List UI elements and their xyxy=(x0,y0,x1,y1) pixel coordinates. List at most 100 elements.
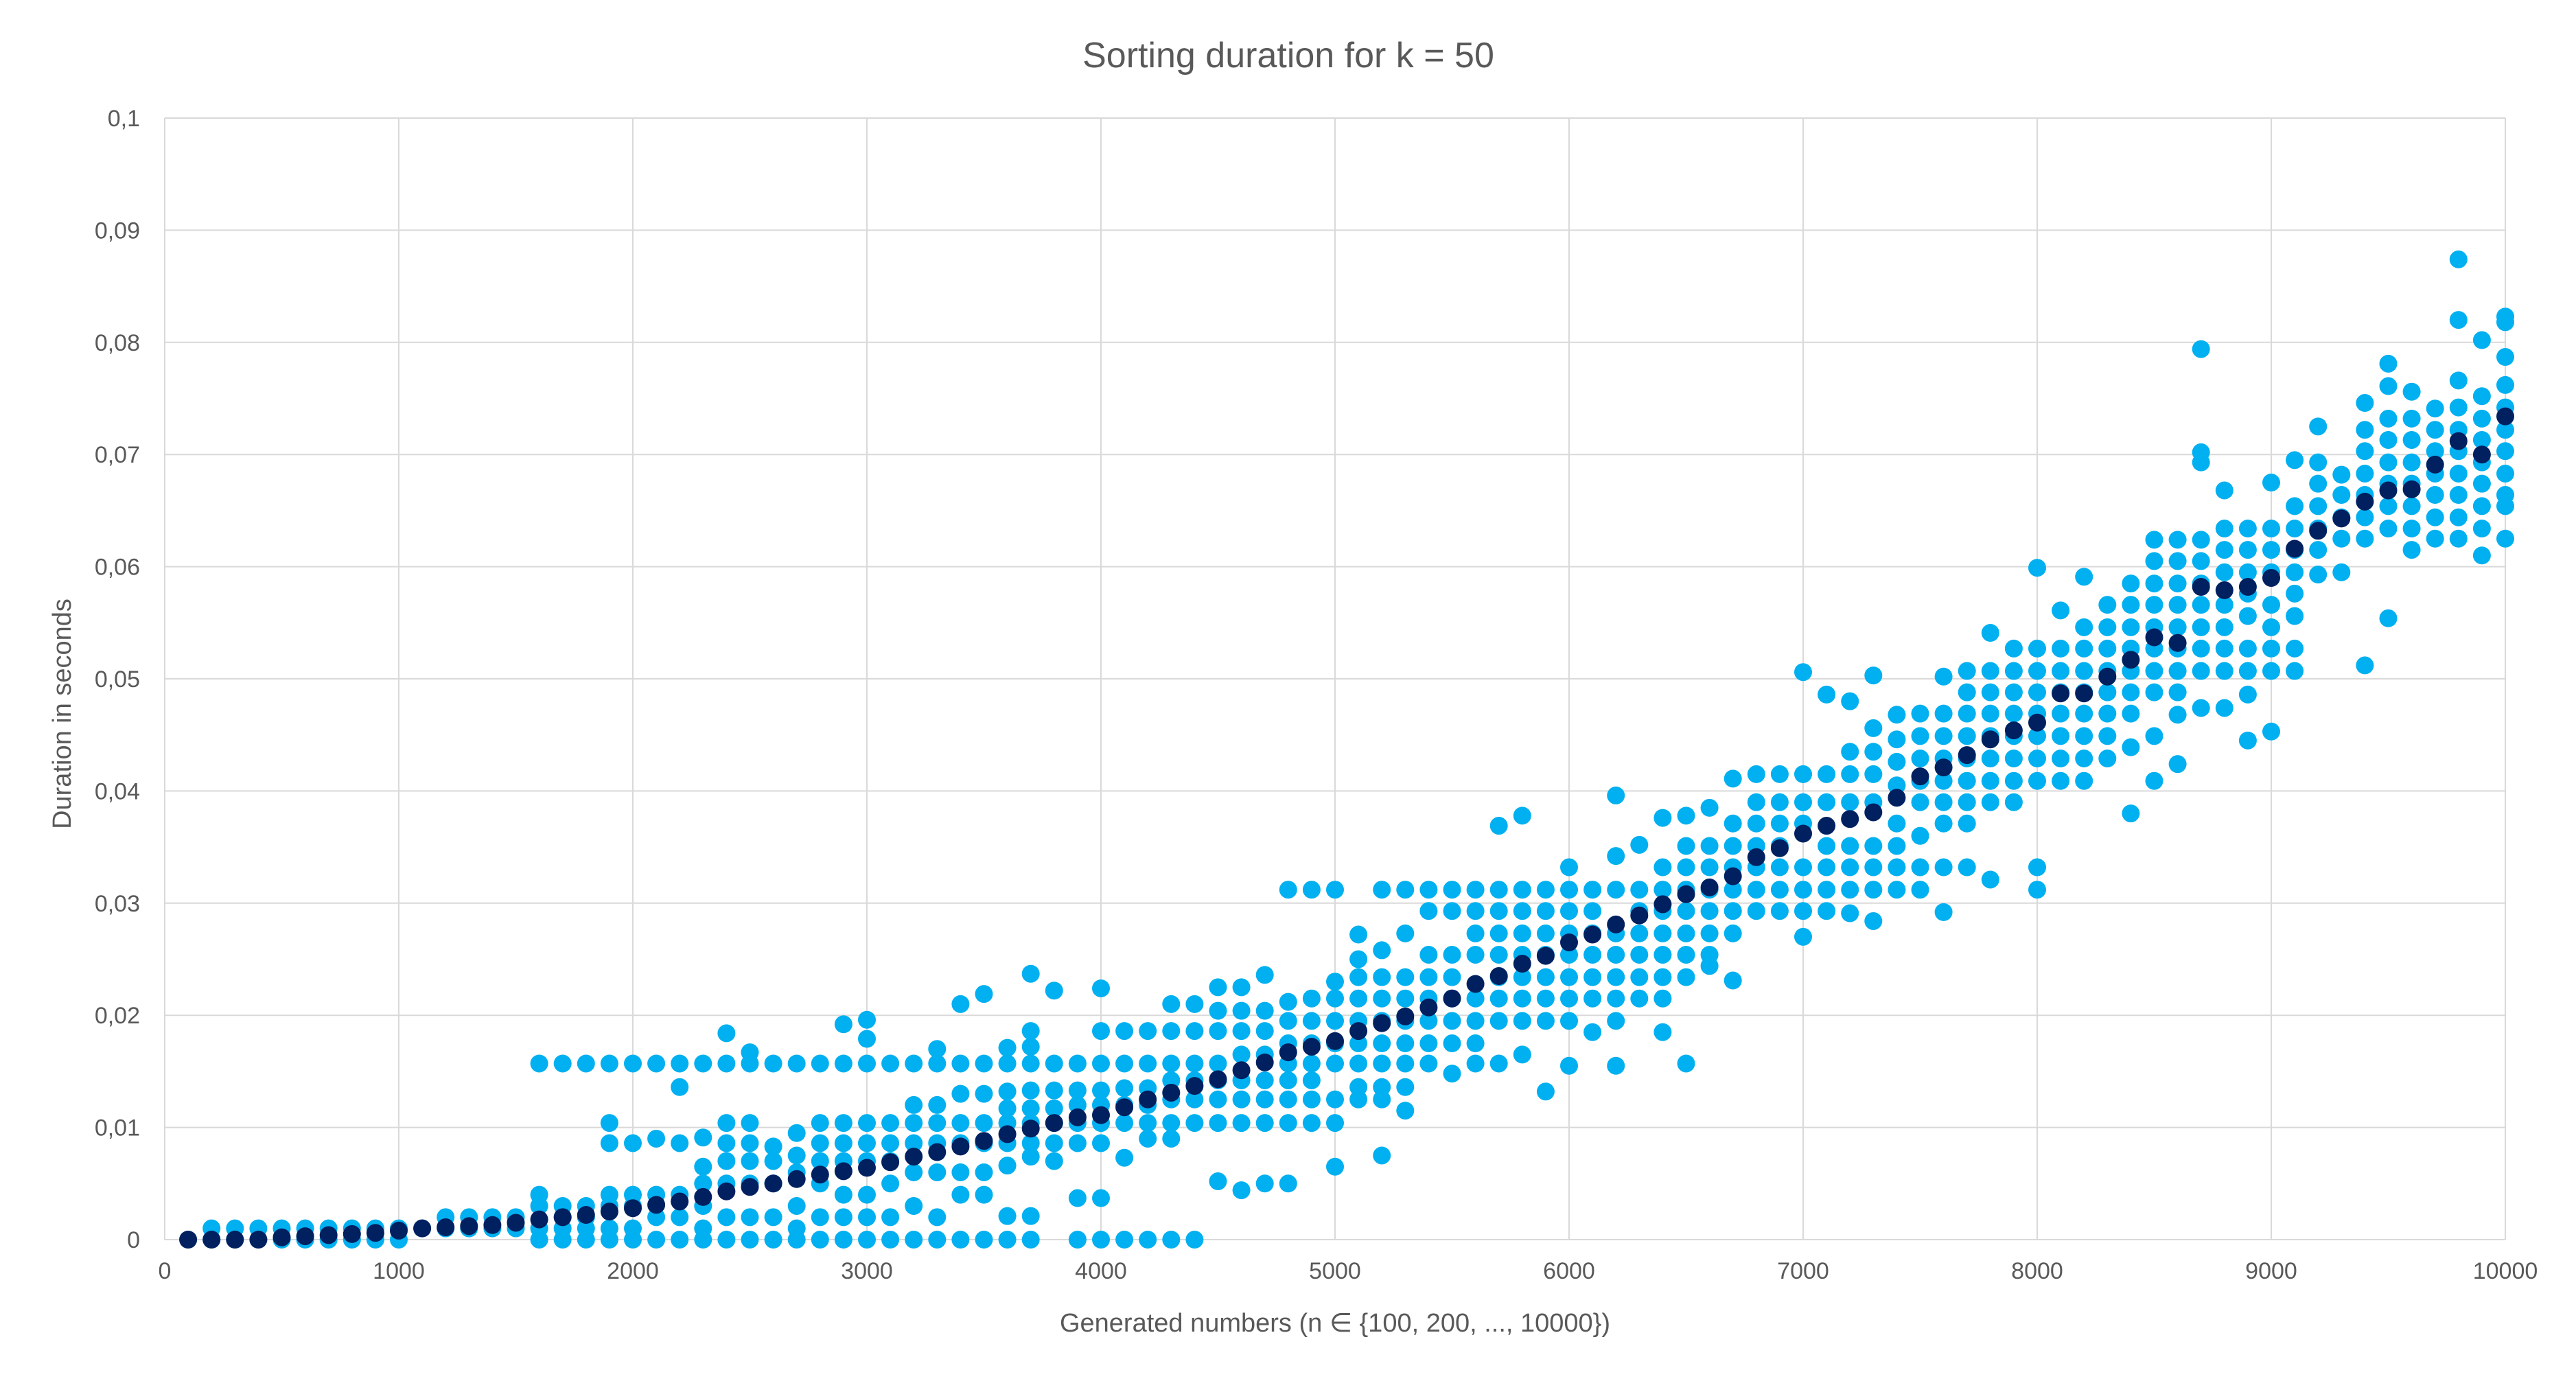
average-data-point xyxy=(600,1203,618,1221)
run-data-point xyxy=(1045,1134,1063,1152)
run-data-point xyxy=(1841,765,1859,783)
run-data-point xyxy=(905,1134,923,1152)
run-data-point xyxy=(1092,1134,1110,1152)
run-data-point xyxy=(1396,968,1415,986)
run-data-point xyxy=(1841,904,1859,922)
run-data-point xyxy=(1419,902,1438,920)
run-data-point xyxy=(951,1084,970,1103)
run-data-point xyxy=(2238,639,2257,658)
run-data-point xyxy=(1349,1054,1368,1073)
run-data-point xyxy=(1934,704,1953,723)
run-data-point xyxy=(1489,989,1508,1008)
run-data-point xyxy=(2028,750,2046,768)
run-data-point xyxy=(1770,858,1789,877)
average-data-point xyxy=(1115,1098,1134,1117)
run-data-point xyxy=(2145,575,2163,593)
run-data-point xyxy=(1560,881,1578,899)
average-data-point xyxy=(577,1206,595,1225)
run-data-point xyxy=(1162,1114,1181,1133)
run-data-point xyxy=(1373,941,1391,960)
run-data-point xyxy=(1958,704,1976,723)
run-data-point xyxy=(671,1231,689,1249)
run-data-point xyxy=(998,1207,1017,1225)
run-data-point xyxy=(2215,596,2233,614)
run-data-point xyxy=(2052,750,2070,768)
run-data-point xyxy=(2472,546,2491,565)
run-data-point xyxy=(975,1163,993,1181)
run-data-point xyxy=(1185,1090,1204,1109)
run-data-point xyxy=(1794,663,1812,682)
average-data-point xyxy=(2332,509,2351,528)
run-data-point xyxy=(1794,858,1812,877)
run-data-point xyxy=(951,1114,970,1133)
average-data-point xyxy=(1677,885,1695,903)
average-data-point xyxy=(1630,906,1649,925)
run-data-point xyxy=(951,1054,970,1073)
run-data-point xyxy=(717,1152,736,1170)
x-tick-label: 9000 xyxy=(2245,1258,2297,1284)
run-data-point xyxy=(1583,989,1602,1008)
run-data-point xyxy=(928,1054,947,1073)
run-data-point xyxy=(2122,683,2140,701)
x-tick-label: 0 xyxy=(159,1258,172,1284)
run-data-point xyxy=(2028,559,2046,577)
run-data-point xyxy=(951,1163,970,1181)
run-data-point xyxy=(2262,639,2280,658)
run-data-point xyxy=(2262,596,2280,614)
run-data-point xyxy=(2286,639,2304,658)
average-data-point xyxy=(2122,651,2140,669)
run-data-point xyxy=(1560,1012,1578,1030)
run-data-point xyxy=(1958,683,1976,701)
run-data-point xyxy=(2262,662,2280,680)
run-data-point xyxy=(2402,520,2421,538)
average-data-point xyxy=(2309,522,2328,540)
run-data-point xyxy=(2496,497,2514,515)
x-tick-label: 2000 xyxy=(607,1258,659,1284)
run-data-point xyxy=(2145,531,2163,549)
average-data-point xyxy=(1396,1007,1415,1025)
run-data-point xyxy=(1607,847,1625,866)
average-data-point xyxy=(905,1148,923,1166)
run-data-point xyxy=(1396,1034,1415,1053)
run-data-point xyxy=(2426,529,2444,548)
run-data-point xyxy=(1981,750,1999,768)
run-data-point xyxy=(1677,902,1695,920)
run-data-point xyxy=(2402,453,2421,472)
run-data-point xyxy=(764,1208,782,1227)
run-data-point xyxy=(975,1114,993,1133)
run-data-point xyxy=(1068,1231,1087,1249)
run-data-point xyxy=(1981,793,1999,811)
run-data-point xyxy=(834,1054,852,1073)
x-tick-label: 3000 xyxy=(841,1258,893,1284)
run-data-point xyxy=(647,1054,666,1073)
x-tick-label: 8000 xyxy=(2011,1258,2063,1284)
run-data-point xyxy=(1068,1189,1087,1207)
run-data-point xyxy=(1419,881,1438,899)
run-data-point xyxy=(1583,1023,1602,1041)
run-data-point xyxy=(998,1038,1017,1057)
run-data-point xyxy=(1653,1023,1672,1041)
y-tick-label: 0,01 xyxy=(95,1115,140,1141)
run-data-point xyxy=(1115,1114,1134,1133)
run-data-point xyxy=(717,1114,736,1133)
run-data-point xyxy=(998,1157,1017,1175)
run-data-point xyxy=(1934,667,1953,686)
run-data-point xyxy=(905,1054,923,1073)
run-data-point xyxy=(1747,765,1765,783)
run-data-point xyxy=(1653,968,1672,986)
run-data-point xyxy=(881,1054,900,1073)
run-data-point xyxy=(1302,1114,1321,1133)
run-data-point xyxy=(1958,793,1976,811)
run-data-point xyxy=(2122,704,2140,723)
run-data-point xyxy=(1279,1174,1297,1193)
run-data-point xyxy=(2075,618,2093,636)
run-data-point xyxy=(2402,541,2421,559)
run-data-point xyxy=(1724,814,1742,833)
run-data-point xyxy=(787,1196,806,1215)
run-data-point xyxy=(1021,964,1040,983)
run-data-point xyxy=(1653,881,1672,899)
run-data-point xyxy=(1958,858,1976,877)
run-data-point xyxy=(2145,552,2163,570)
run-data-point xyxy=(2472,474,2491,493)
run-data-point xyxy=(1209,1172,1227,1191)
